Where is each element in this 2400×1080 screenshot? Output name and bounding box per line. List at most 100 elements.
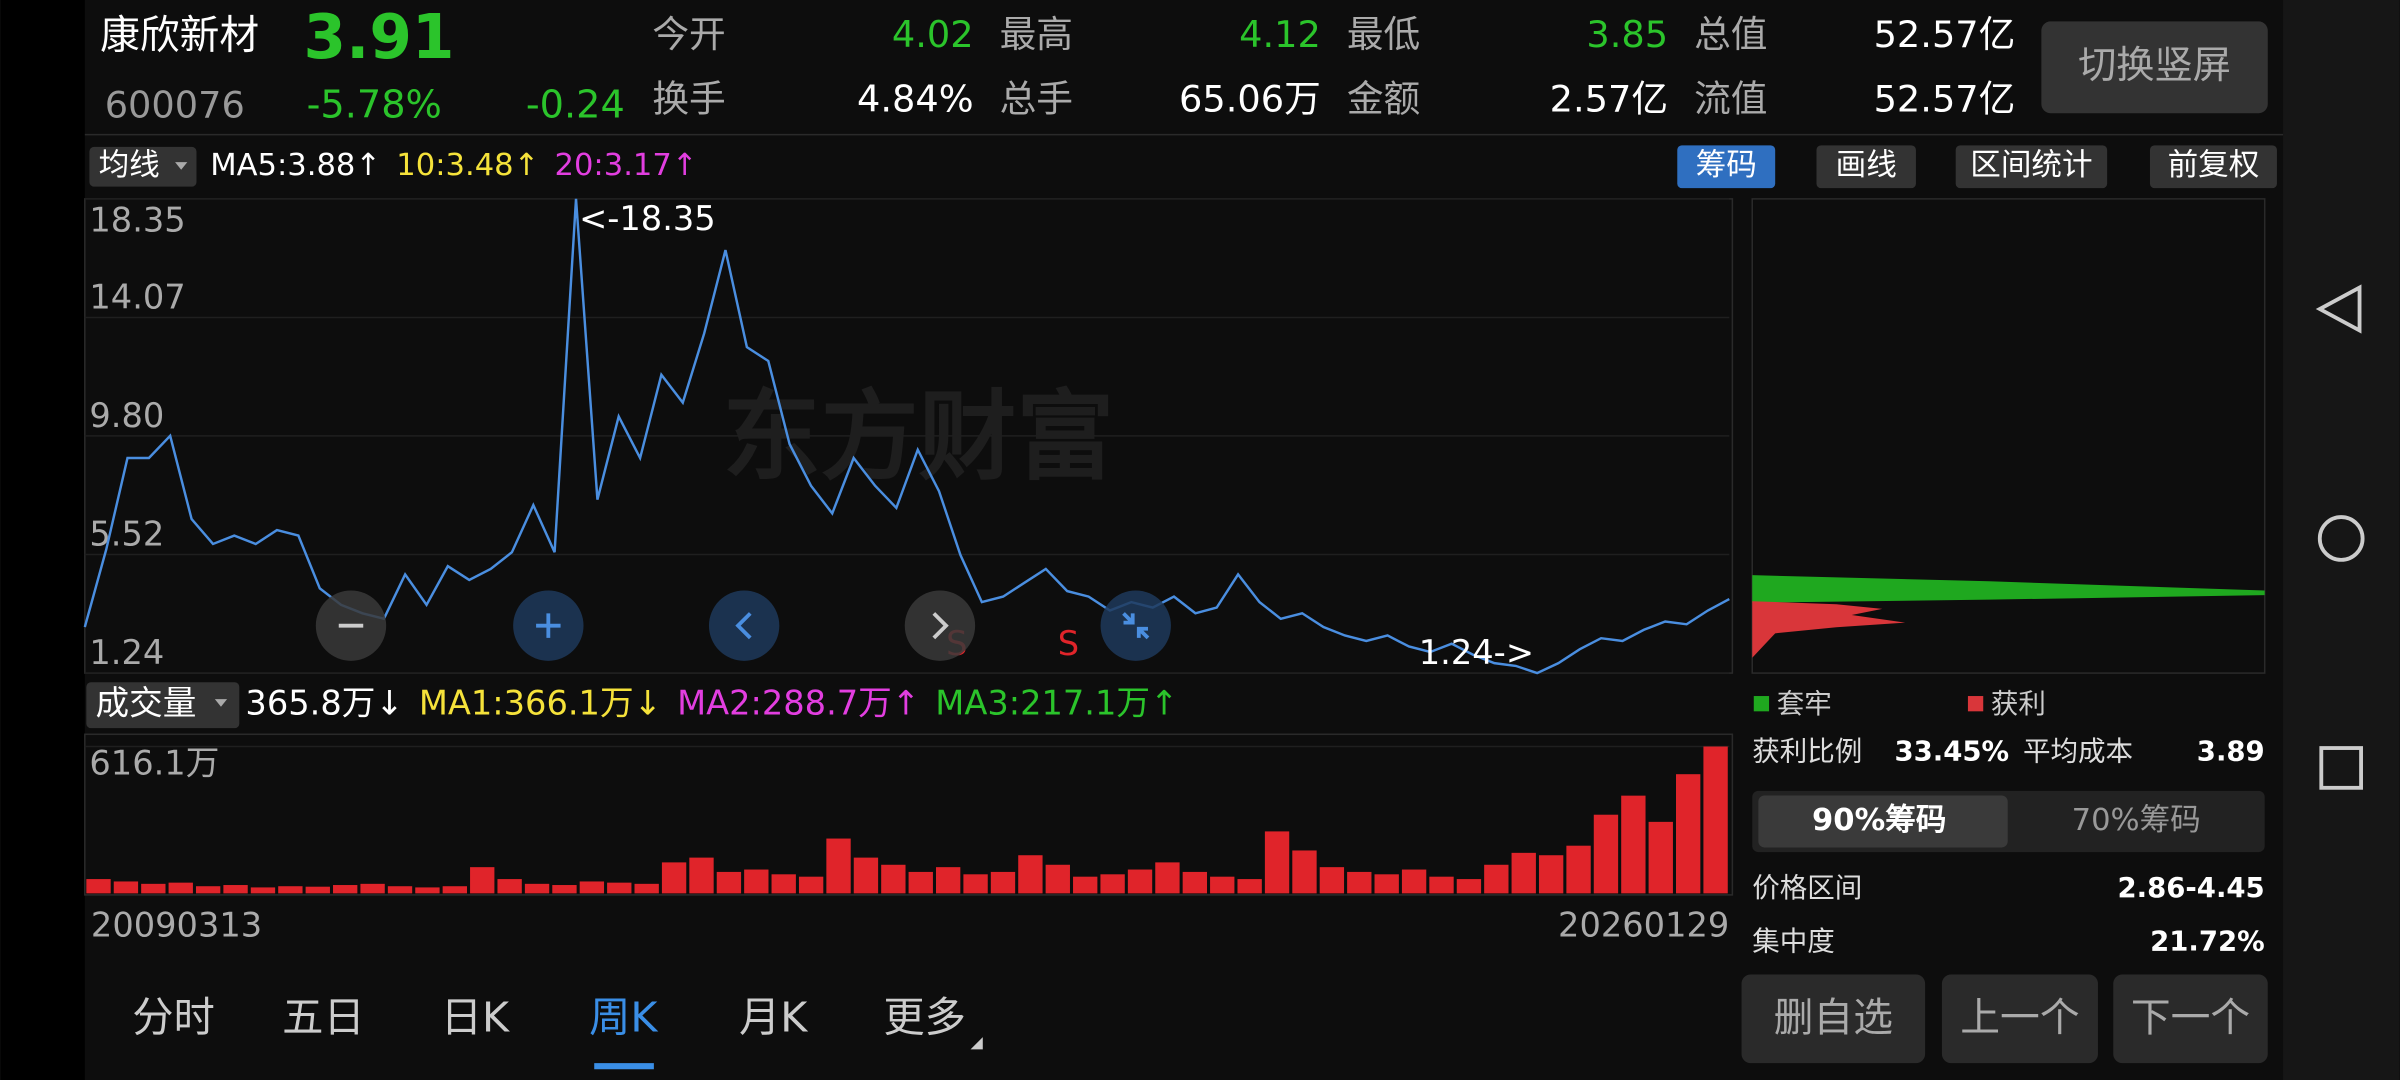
tool-button[interactable]	[2149, 145, 2277, 189]
switch-button[interactable]	[2041, 21, 2268, 114]
max-label: <-18.35	[579, 199, 716, 238]
volume-bar	[1538, 855, 1564, 894]
period-tab[interactable]: 日K	[441, 993, 510, 1041]
concentration: 21.72%	[2150, 925, 2265, 957]
y-tick-label: 1.24	[89, 633, 164, 672]
volume-bar	[1292, 850, 1317, 894]
stat-value: 4.84%	[857, 77, 974, 120]
ma-legend: 10:3.48↑	[396, 148, 539, 183]
volume-bar	[470, 867, 495, 894]
nav-back[interactable]	[2315, 284, 2362, 334]
volume-bar	[1018, 855, 1043, 894]
ma-legend: MA1:366.1万↓	[419, 684, 662, 723]
volume-bar	[1073, 876, 1098, 894]
legend-label: 获利	[1991, 688, 2046, 720]
volume-bar	[1484, 864, 1509, 894]
period-tab[interactable]: 五日	[282, 993, 365, 1041]
period-tab[interactable]: 周K	[589, 993, 658, 1041]
stock-code: 600076	[105, 84, 245, 127]
stat-label: 总手	[1000, 77, 1073, 120]
volume-bar	[1511, 852, 1536, 894]
volume-bar	[1593, 814, 1619, 894]
chip-profit	[1752, 601, 1906, 658]
range: 2.86-4.45	[2117, 872, 2264, 904]
action-button[interactable]	[2113, 974, 2268, 1064]
action-button[interactable]	[1741, 974, 1926, 1064]
volume-bar	[1374, 874, 1399, 894]
ma-legend: 365.8万↓	[245, 684, 403, 723]
stock-price: 3.91	[304, 2, 455, 73]
volume-bar	[798, 876, 824, 894]
action-label: 上一个	[1960, 995, 2079, 1041]
tool-button[interactable]	[1677, 145, 1776, 189]
volume-bar	[935, 867, 961, 894]
volume-bar	[250, 887, 276, 894]
volume-bar	[223, 885, 248, 894]
dropdown-arrow	[175, 162, 188, 170]
volume-bar	[908, 871, 933, 894]
volume-bar	[1155, 862, 1180, 894]
tool-button-label: 画线	[1836, 148, 1897, 183]
volume-bar	[1456, 879, 1482, 894]
volume-bar	[168, 882, 193, 894]
volume-indicator-box[interactable]	[86, 682, 240, 729]
chart-control[interactable]	[708, 590, 780, 661]
stat-label: 今开	[652, 13, 725, 56]
ma-legend: 20:3.17↑	[555, 148, 698, 183]
stat-label: 金额	[1347, 77, 1420, 120]
volume-bar	[141, 883, 166, 894]
tool-button[interactable]	[1816, 145, 1916, 189]
watermark: 东方财富	[723, 380, 1115, 494]
nav-recent[interactable]	[2319, 746, 2363, 790]
tool-button-label: 筹码	[1696, 148, 1757, 183]
action-button[interactable]	[1941, 974, 2098, 1064]
volume-bar	[1621, 795, 1646, 894]
stat-value: 52.57亿	[1874, 77, 2016, 120]
period-tab[interactable]: 分时	[132, 993, 215, 1041]
start-date: 20090313	[91, 906, 262, 945]
period-tab[interactable]: 月K	[739, 993, 808, 1041]
volume-bar	[333, 885, 358, 894]
range-label: 价格区间	[1752, 872, 1862, 904]
chart-control[interactable]	[1100, 590, 1171, 661]
control-icon	[536, 613, 561, 638]
chip-trapped	[1752, 575, 2265, 603]
volume-bar	[1566, 845, 1591, 894]
dropdown-arrow	[214, 699, 228, 707]
profit: 33.45%	[1895, 736, 2010, 768]
nav-bar	[2283, 0, 2400, 1080]
stat-label: 总值	[1694, 13, 1767, 56]
stat-value: 4.02	[892, 13, 974, 56]
volume-bar	[1703, 746, 1728, 894]
stat-label: 最高	[1000, 13, 1073, 56]
volume-bar	[1100, 874, 1125, 894]
volume-bar	[826, 838, 851, 894]
stat-label: 流值	[1694, 77, 1767, 120]
stock-name: 康欣新材	[100, 13, 259, 59]
volume-bar	[579, 881, 605, 894]
period-tab[interactable]: 更多	[883, 993, 966, 1041]
indicator-box[interactable]	[89, 146, 197, 187]
switch-label: 切换竖屏	[2078, 44, 2231, 88]
volume-bar	[1347, 871, 1372, 894]
left-margin	[0, 0, 85, 1080]
chip-tab[interactable]: 70%筹码	[2072, 803, 2201, 838]
signal: S	[1058, 624, 1079, 663]
tool-button-label: 前复权	[2168, 148, 2260, 183]
volume-bar	[1401, 869, 1427, 894]
end-date: 20260129	[1558, 906, 1729, 945]
chart-control[interactable]	[904, 590, 976, 661]
volume-frame	[84, 733, 1734, 896]
volume-bar	[1182, 871, 1208, 894]
volume-bar	[1210, 876, 1235, 894]
chip-tab-active[interactable]	[1758, 795, 2008, 848]
nav-home[interactable]	[2317, 515, 2365, 562]
volume-bar	[552, 885, 577, 894]
stat-value: 65.06万	[1179, 77, 1321, 120]
tool-button[interactable]	[1955, 145, 2108, 189]
volume-bar	[716, 871, 742, 894]
volume-bar	[387, 886, 413, 894]
chip-tab[interactable]: 90%筹码	[1812, 803, 1946, 838]
volume-bar	[881, 864, 906, 894]
